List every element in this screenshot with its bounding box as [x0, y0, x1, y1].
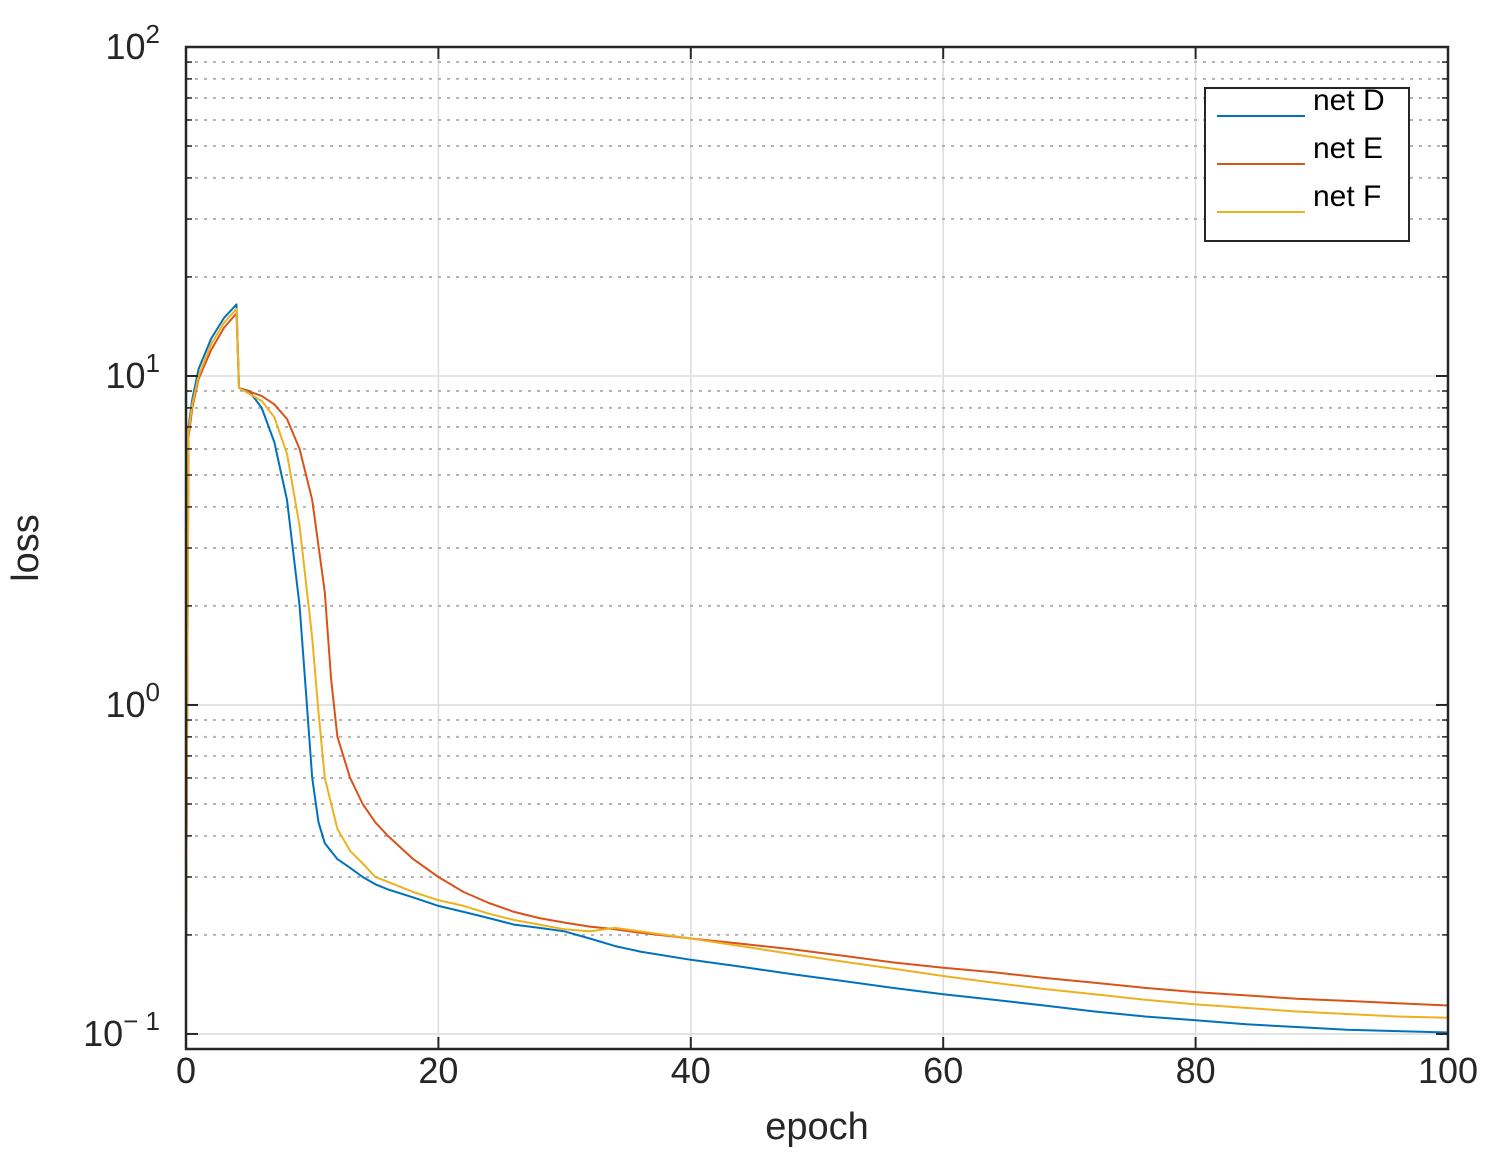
y-tick-label: 101	[105, 348, 160, 396]
y-axis-label: loss	[5, 514, 47, 582]
series-line	[185, 312, 1449, 1007]
x-tick-label: 20	[418, 1050, 458, 1091]
legend: net D net E net F	[1204, 84, 1410, 242]
series-line	[185, 307, 1449, 1019]
series-group	[185, 303, 1449, 1034]
x-tick-label: 0	[176, 1050, 196, 1091]
y-tick-label: 100	[105, 677, 160, 725]
legend-entry: net E	[1313, 132, 1383, 165]
x-tick-labels: 0 20 40 60 80 100	[176, 1050, 1478, 1091]
x-tick-label: 60	[923, 1050, 963, 1091]
x-tick-label: 80	[1176, 1050, 1216, 1091]
legend-entry: net D	[1313, 84, 1385, 117]
y-tick-label: 102	[105, 19, 160, 67]
x-tick-label: 40	[671, 1050, 711, 1091]
y-tick-labels: 10− 1 100 101 102	[83, 19, 160, 1054]
y-tick-label: 10− 1	[83, 1006, 160, 1054]
x-tick-label: 100	[1418, 1050, 1478, 1091]
x-axis-label: epoch	[765, 1106, 869, 1148]
grid	[186, 47, 1448, 1049]
tick-marks	[185, 46, 1449, 1049]
legend-entry: net F	[1313, 180, 1381, 213]
